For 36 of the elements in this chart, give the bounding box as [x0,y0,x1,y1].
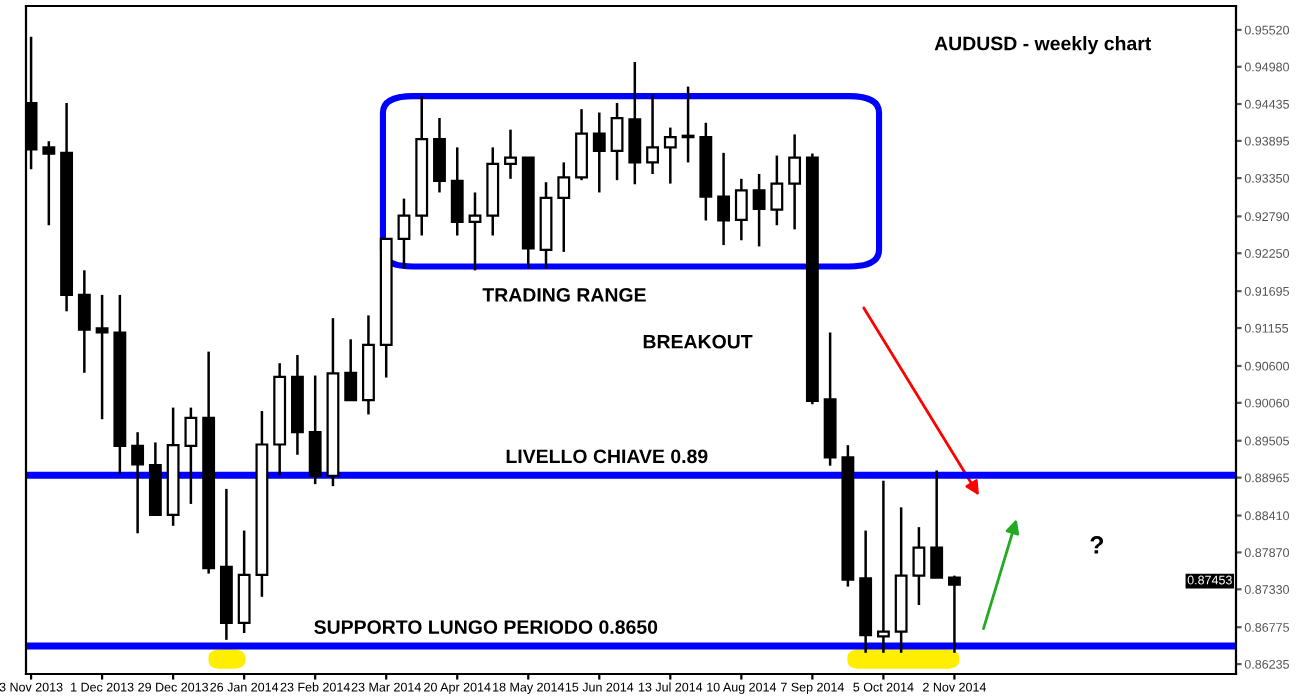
annotation: TRADING RANGE [482,288,646,302]
candlestick [184,406,198,506]
annotation: BREAKOUT [643,334,753,349]
candlestick [504,128,517,181]
text: AUDUSD - weekly chart [934,36,1152,55]
candlestick [770,154,784,227]
candlestick [468,191,482,272]
candlestick [628,60,642,186]
candlestick [646,93,659,176]
candlestick [752,172,766,248]
candlestick [788,133,802,231]
annotation: ? [1090,536,1104,554]
candlestick [131,430,145,535]
candlestick [575,107,588,182]
candlestick [557,161,571,254]
candlestick [947,574,961,655]
candlestick [433,116,446,194]
ref-line-label: SUPPORTO LUNGO PERIODO 0.8650 [314,620,658,634]
candlestick [77,269,91,375]
ref-line-label: LIVELLO CHIAVE 0.89 [506,449,708,464]
candlestick [344,338,358,402]
candlestick [397,197,411,270]
candlestick [450,146,464,237]
candlestick [663,126,677,185]
candlestick [610,101,624,182]
candlestick [876,479,890,655]
candlestick [95,293,109,421]
candlestick [42,139,56,227]
candlestick [717,151,731,247]
candlestick [592,111,606,194]
candlestick [237,529,251,635]
candlestick [734,177,748,242]
candlestick [912,525,926,607]
candlestick [930,469,944,579]
candlestick [681,85,695,164]
candlestick [308,374,322,486]
